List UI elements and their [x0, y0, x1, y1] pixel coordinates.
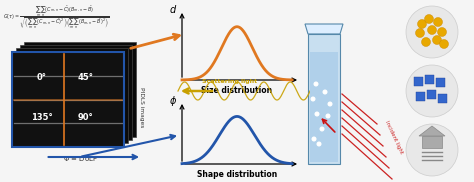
FancyBboxPatch shape [425, 75, 434, 84]
Text: Size distribution: Size distribution [201, 86, 273, 95]
FancyBboxPatch shape [24, 42, 136, 137]
Text: 135°: 135° [31, 113, 53, 122]
Circle shape [428, 25, 437, 35]
Circle shape [323, 90, 327, 94]
FancyBboxPatch shape [16, 48, 128, 143]
Circle shape [406, 6, 458, 58]
Circle shape [434, 17, 443, 27]
Circle shape [438, 27, 447, 37]
Text: Shape distribution: Shape distribution [197, 170, 277, 179]
Text: 0°: 0° [36, 73, 46, 82]
FancyBboxPatch shape [20, 45, 132, 140]
Text: $G(\tau)=\dfrac{\sum_m\sum_n(C_{m,n}-\bar{C})(B_{m,n}-\bar{B})}{\sqrt{\left(\sum: $G(\tau)=\dfrac{\sum_m\sum_n(C_{m,n}-\ba… [3, 4, 110, 31]
Circle shape [328, 102, 332, 106]
Circle shape [314, 82, 318, 86]
Text: 45°: 45° [78, 73, 93, 82]
Circle shape [432, 35, 441, 45]
Circle shape [439, 39, 448, 48]
Circle shape [416, 29, 425, 37]
Circle shape [421, 37, 430, 46]
Text: $\Phi$ = DoLP: $\Phi$ = DoLP [63, 154, 98, 163]
Polygon shape [305, 24, 343, 34]
FancyBboxPatch shape [310, 52, 338, 162]
Circle shape [320, 127, 324, 131]
Circle shape [425, 15, 434, 23]
Circle shape [312, 137, 316, 141]
FancyBboxPatch shape [414, 77, 423, 86]
Text: d: d [170, 5, 176, 15]
Polygon shape [419, 126, 445, 136]
FancyBboxPatch shape [438, 94, 447, 103]
Text: $\phi$: $\phi$ [169, 94, 177, 108]
FancyBboxPatch shape [308, 34, 340, 164]
Circle shape [326, 114, 330, 118]
Circle shape [311, 97, 315, 101]
Circle shape [418, 19, 427, 29]
Circle shape [406, 65, 458, 117]
FancyBboxPatch shape [12, 52, 124, 147]
Text: 90°: 90° [78, 113, 93, 122]
Circle shape [315, 112, 319, 116]
FancyBboxPatch shape [436, 78, 445, 87]
Circle shape [317, 142, 321, 146]
FancyBboxPatch shape [422, 136, 442, 148]
FancyBboxPatch shape [416, 92, 425, 101]
Text: PIDLS images: PIDLS images [139, 87, 145, 128]
Text: Scattering light: Scattering light [202, 79, 257, 84]
FancyBboxPatch shape [427, 90, 436, 99]
Circle shape [406, 124, 458, 176]
Text: Incident light: Incident light [384, 120, 404, 155]
